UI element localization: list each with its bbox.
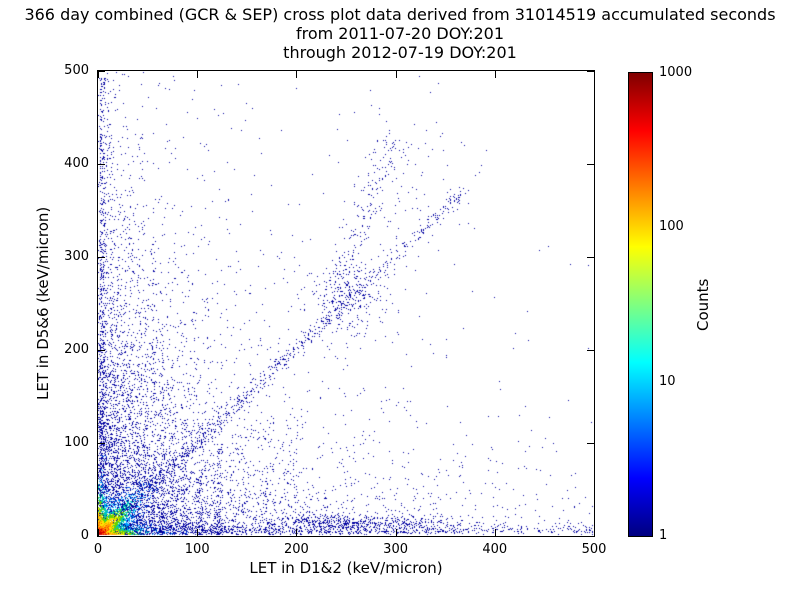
- x-tick-label: 100: [184, 542, 210, 557]
- colorbar-tick-label: 1: [659, 528, 668, 543]
- x-tick-label: 400: [482, 542, 508, 557]
- colorbar-tick-label: 100: [659, 219, 684, 235]
- x-tick-label: 500: [581, 542, 607, 557]
- x-tick-label: 200: [283, 542, 309, 557]
- x-axis-label: LET in D1&2 (keV/micron): [249, 559, 443, 577]
- colorbar-tick-label: 1000: [659, 65, 693, 80]
- y-axis-label: LET in D5&6 (keV/micron): [34, 206, 52, 401]
- colorbar-label: Counts: [694, 278, 712, 331]
- title-line-1: 366 day combined (GCR & SEP) cross plot …: [24, 5, 776, 24]
- plot-area: [97, 70, 595, 537]
- title-line-2: from 2011-07-20 DOY:201: [295, 24, 504, 43]
- scatter-points-canvas: [98, 71, 594, 536]
- colorbar-tick-label: 10: [659, 373, 676, 389]
- title-line-3: through 2012-07-19 DOY:201: [283, 43, 517, 62]
- x-tick-label: 0: [93, 542, 103, 557]
- x-tick-label: 300: [383, 542, 409, 557]
- colorbar: [628, 72, 653, 537]
